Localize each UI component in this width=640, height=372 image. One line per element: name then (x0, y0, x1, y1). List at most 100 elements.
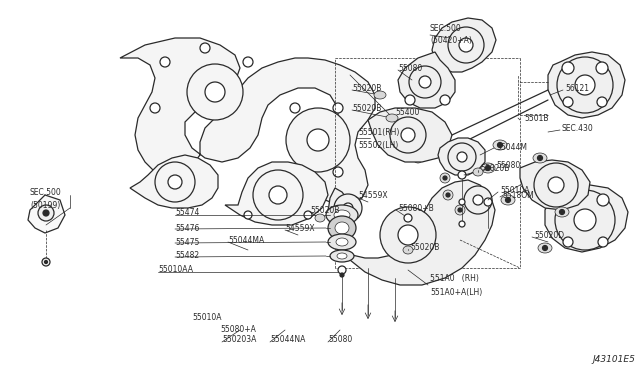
Circle shape (574, 209, 596, 231)
Text: 55010AA: 55010AA (158, 266, 193, 275)
Circle shape (458, 208, 462, 212)
Text: 55044NA: 55044NA (270, 336, 305, 344)
Circle shape (597, 97, 607, 107)
Polygon shape (398, 52, 455, 108)
Circle shape (459, 38, 473, 52)
Circle shape (187, 64, 243, 120)
Text: SEC.430: SEC.430 (562, 124, 594, 132)
Text: 55080: 55080 (328, 336, 352, 344)
Text: 55476: 55476 (175, 224, 200, 232)
Text: 55400: 55400 (395, 108, 419, 116)
Text: 55020D: 55020D (534, 231, 564, 240)
Polygon shape (130, 155, 218, 208)
Circle shape (534, 163, 578, 207)
Text: 55020B: 55020B (352, 103, 381, 112)
Circle shape (548, 177, 564, 193)
Polygon shape (328, 180, 495, 285)
Circle shape (459, 199, 465, 205)
Circle shape (343, 203, 353, 213)
Circle shape (448, 27, 484, 63)
Text: 55020B: 55020B (410, 244, 440, 253)
Text: 550203A: 550203A (222, 336, 257, 344)
Circle shape (269, 186, 287, 204)
Ellipse shape (315, 214, 325, 222)
Circle shape (563, 237, 573, 247)
Circle shape (243, 57, 253, 67)
Circle shape (440, 95, 450, 105)
Polygon shape (368, 108, 452, 162)
Ellipse shape (328, 216, 356, 240)
Circle shape (42, 258, 50, 266)
Circle shape (559, 209, 564, 215)
Circle shape (448, 143, 476, 171)
Circle shape (416, 156, 420, 160)
Circle shape (596, 62, 608, 74)
Circle shape (390, 117, 426, 153)
Circle shape (440, 173, 450, 183)
Text: 55020B: 55020B (352, 83, 381, 93)
Text: 55010A: 55010A (500, 186, 529, 195)
Text: (50199): (50199) (30, 201, 60, 209)
Circle shape (307, 129, 329, 151)
Ellipse shape (335, 222, 349, 234)
Ellipse shape (374, 91, 386, 99)
Ellipse shape (533, 153, 547, 163)
Text: SEC.500: SEC.500 (30, 187, 61, 196)
Text: 55502(LH): 55502(LH) (358, 141, 398, 150)
Polygon shape (520, 160, 590, 210)
Circle shape (333, 167, 343, 177)
Circle shape (43, 210, 49, 216)
Circle shape (455, 205, 465, 215)
Circle shape (290, 103, 300, 113)
Circle shape (200, 43, 210, 53)
Circle shape (506, 198, 511, 202)
Circle shape (443, 176, 447, 180)
Circle shape (253, 170, 303, 220)
Circle shape (304, 211, 312, 219)
Circle shape (155, 162, 195, 202)
Circle shape (425, 133, 435, 143)
Circle shape (562, 62, 574, 74)
Circle shape (380, 207, 436, 263)
Circle shape (405, 95, 415, 105)
Circle shape (160, 57, 170, 67)
Polygon shape (120, 38, 375, 205)
Ellipse shape (330, 250, 354, 262)
Circle shape (459, 221, 465, 227)
Ellipse shape (386, 114, 398, 122)
Circle shape (297, 170, 307, 180)
Polygon shape (438, 138, 485, 175)
Circle shape (413, 153, 423, 163)
Circle shape (443, 190, 453, 200)
Text: 55020B: 55020B (480, 164, 509, 173)
Circle shape (428, 136, 432, 140)
Text: 55010A: 55010A (192, 314, 221, 323)
Circle shape (458, 171, 466, 179)
Ellipse shape (336, 238, 348, 246)
Ellipse shape (337, 253, 347, 259)
Circle shape (484, 198, 492, 206)
Text: 55044MA: 55044MA (228, 235, 264, 244)
Circle shape (419, 76, 431, 88)
Text: 55474: 55474 (175, 208, 200, 217)
Circle shape (45, 260, 47, 263)
Text: 5501B: 5501B (524, 113, 548, 122)
Ellipse shape (501, 195, 515, 205)
Circle shape (555, 190, 615, 250)
Circle shape (244, 211, 252, 219)
Circle shape (398, 225, 418, 245)
Polygon shape (28, 195, 65, 233)
Text: 55475: 55475 (175, 237, 200, 247)
Circle shape (597, 194, 609, 206)
Ellipse shape (538, 243, 552, 253)
Polygon shape (548, 52, 625, 118)
Text: 55482: 55482 (175, 251, 199, 260)
Circle shape (404, 214, 412, 222)
Text: 551A0+A(LH): 551A0+A(LH) (430, 288, 483, 296)
Text: SEC.500: SEC.500 (430, 23, 461, 32)
Circle shape (446, 193, 450, 197)
Text: 55044M: 55044M (496, 142, 527, 151)
Text: 55080+B: 55080+B (398, 203, 434, 212)
Polygon shape (432, 18, 496, 72)
Circle shape (38, 205, 54, 221)
